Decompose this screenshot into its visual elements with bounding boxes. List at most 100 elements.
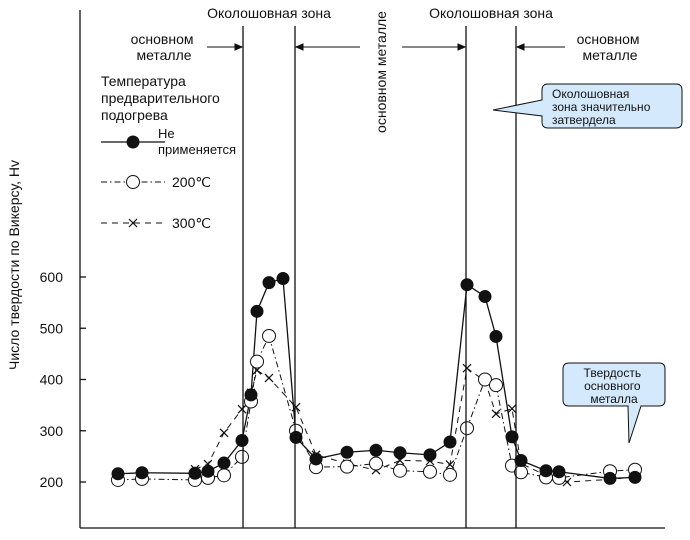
haz-left-label: Околошовная зона xyxy=(207,5,331,21)
point-s2-x12-b xyxy=(291,402,301,412)
point-s2-x19-b xyxy=(462,363,472,373)
point-s2-x26-b xyxy=(562,477,572,487)
y-tick-label-200: 200 xyxy=(40,474,64,490)
point-s2-x18 xyxy=(445,460,455,469)
arrow-middle-left-head xyxy=(294,43,304,51)
legend-marker-filled-circle xyxy=(126,135,140,149)
haz-right-label: Околошовная зона xyxy=(429,5,553,21)
legend-title-line-2: предварительного xyxy=(101,90,220,106)
point-s0-x20 xyxy=(478,289,492,303)
point-s1-x9 xyxy=(250,354,264,369)
point-s2-x21-b xyxy=(491,409,501,419)
arrow-left-base-head xyxy=(234,43,244,51)
point-s0-x14 xyxy=(340,445,354,459)
point-s2-x6-b xyxy=(219,428,229,438)
base-left-label-line-1: основном xyxy=(131,31,194,47)
y-tick-label-300: 300 xyxy=(40,423,64,439)
legend-title-line-3: подогрева xyxy=(101,107,168,123)
point-s2-x10 xyxy=(264,373,274,383)
point-s2-x12 xyxy=(291,402,301,412)
point-s0-x23 xyxy=(514,453,528,467)
callout-base-hardness-line-1: Твердость xyxy=(584,366,642,380)
point-s2-x22-b xyxy=(507,404,517,414)
legend-item-none: Не применяется xyxy=(101,126,236,157)
legend-label-none-line-2: применяется xyxy=(158,142,236,157)
point-s0-x25 xyxy=(552,465,566,479)
base-right-label: основном металле xyxy=(577,31,644,63)
point-s1-x20 xyxy=(478,372,492,387)
legend-item-300: 300℃ xyxy=(101,215,211,231)
point-s2-x7-b xyxy=(237,404,247,414)
callout-hardened-haz-line-1: Околошовная xyxy=(552,87,629,101)
legend-marker-cross xyxy=(128,218,138,228)
callout-hardened-haz-line-3: затвердела xyxy=(552,113,616,127)
legend-title: Температура предварительного подогрева xyxy=(101,73,224,123)
point-s0-x12 xyxy=(289,430,303,444)
point-s0-x6 xyxy=(217,456,231,470)
legend-label-none: Не применяется xyxy=(158,126,236,157)
point-s0-x15 xyxy=(369,443,383,457)
point-s0-x8 xyxy=(244,388,258,402)
point-s2-x19 xyxy=(462,363,472,373)
y-tick-label-500: 500 xyxy=(40,320,64,336)
point-s2-x6 xyxy=(219,428,229,438)
point-s1-x6 xyxy=(217,468,231,483)
base-left-label: основном металле xyxy=(131,31,198,63)
callout-base-hardness: Твердость основного металла xyxy=(562,362,666,444)
legend-label-none-line-1: Не xyxy=(158,126,175,141)
point-s0-x28 xyxy=(628,470,642,484)
callout-base-hardness-text: Твердость основного металла xyxy=(584,366,645,406)
legend-label-200: 200℃ xyxy=(172,174,211,190)
point-s0-x22 xyxy=(505,430,519,444)
point-s0-x13 xyxy=(309,452,323,466)
point-s0-x27 xyxy=(603,471,617,485)
point-s0-x2 xyxy=(135,466,149,480)
zone-arrows xyxy=(207,43,565,51)
point-s2-x7 xyxy=(237,404,247,414)
callout-base-hardness-line-3: металла xyxy=(590,392,638,406)
point-s1-x15 xyxy=(369,456,383,471)
legend-cross-b xyxy=(128,218,138,228)
series-markers xyxy=(111,272,642,487)
point-s0-x17 xyxy=(423,448,437,462)
point-s2-x10-b xyxy=(264,373,274,383)
callout-hardened-haz-bubble xyxy=(492,83,683,129)
point-s1-x10 xyxy=(262,328,276,343)
y-ticks: 200 300 400 500 600 xyxy=(40,269,86,490)
point-s0-x4 xyxy=(188,466,202,480)
point-s0-x21 xyxy=(489,329,503,343)
legend: Температура предварительного подогрева Н… xyxy=(101,73,236,231)
y-axis-label: Число твердости по Викерсу, Hv xyxy=(6,160,22,370)
callout-hardened-haz-line-2: зона значительно xyxy=(552,100,651,114)
point-s0-x7 xyxy=(235,433,249,447)
point-s0-x18 xyxy=(443,435,457,449)
point-s2-x22 xyxy=(507,404,517,414)
point-s1-x17 xyxy=(423,464,437,479)
arrow-middle-right-head xyxy=(457,43,467,51)
callout-hardened-haz-text: Околошовная зона значительно затвердела xyxy=(552,87,654,127)
point-s1-x21 xyxy=(489,378,503,393)
legend-item-200: 200℃ xyxy=(101,174,211,190)
callout-base-hardness-line-2: основного xyxy=(584,379,641,393)
point-s0-x19 xyxy=(460,278,474,292)
arrow-right-base-head xyxy=(515,43,525,51)
base-right-label-line-1: основном xyxy=(577,31,640,47)
y-tick-label-600: 600 xyxy=(40,269,64,285)
callout-base-hardness-bubble xyxy=(562,362,666,444)
point-s1-x16 xyxy=(393,463,407,478)
base-left-label-line-2: металле xyxy=(136,47,191,63)
base-right-label-line-2: металле xyxy=(582,47,637,63)
point-s0-x11 xyxy=(276,272,290,286)
y-tick-label-400: 400 xyxy=(40,372,64,388)
point-s0-x10 xyxy=(262,276,276,290)
point-s0-x5 xyxy=(201,464,215,478)
point-s0-x1 xyxy=(111,467,125,481)
point-s1-x19 xyxy=(460,421,474,436)
point-s1-x18 xyxy=(443,467,457,482)
base-middle-label: основном металле xyxy=(373,11,389,133)
point-s2-x21 xyxy=(491,409,501,419)
legend-marker-open-circle xyxy=(126,175,140,189)
point-s1-x7 xyxy=(235,449,249,464)
legend-label-300: 300℃ xyxy=(172,215,211,231)
